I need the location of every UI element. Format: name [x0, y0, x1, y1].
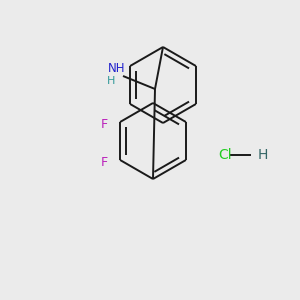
Text: F: F: [100, 118, 108, 130]
Text: H: H: [258, 148, 268, 162]
Text: Cl: Cl: [218, 148, 232, 162]
Text: H: H: [107, 76, 115, 86]
Text: F: F: [100, 155, 108, 169]
Text: NH: NH: [108, 62, 126, 76]
